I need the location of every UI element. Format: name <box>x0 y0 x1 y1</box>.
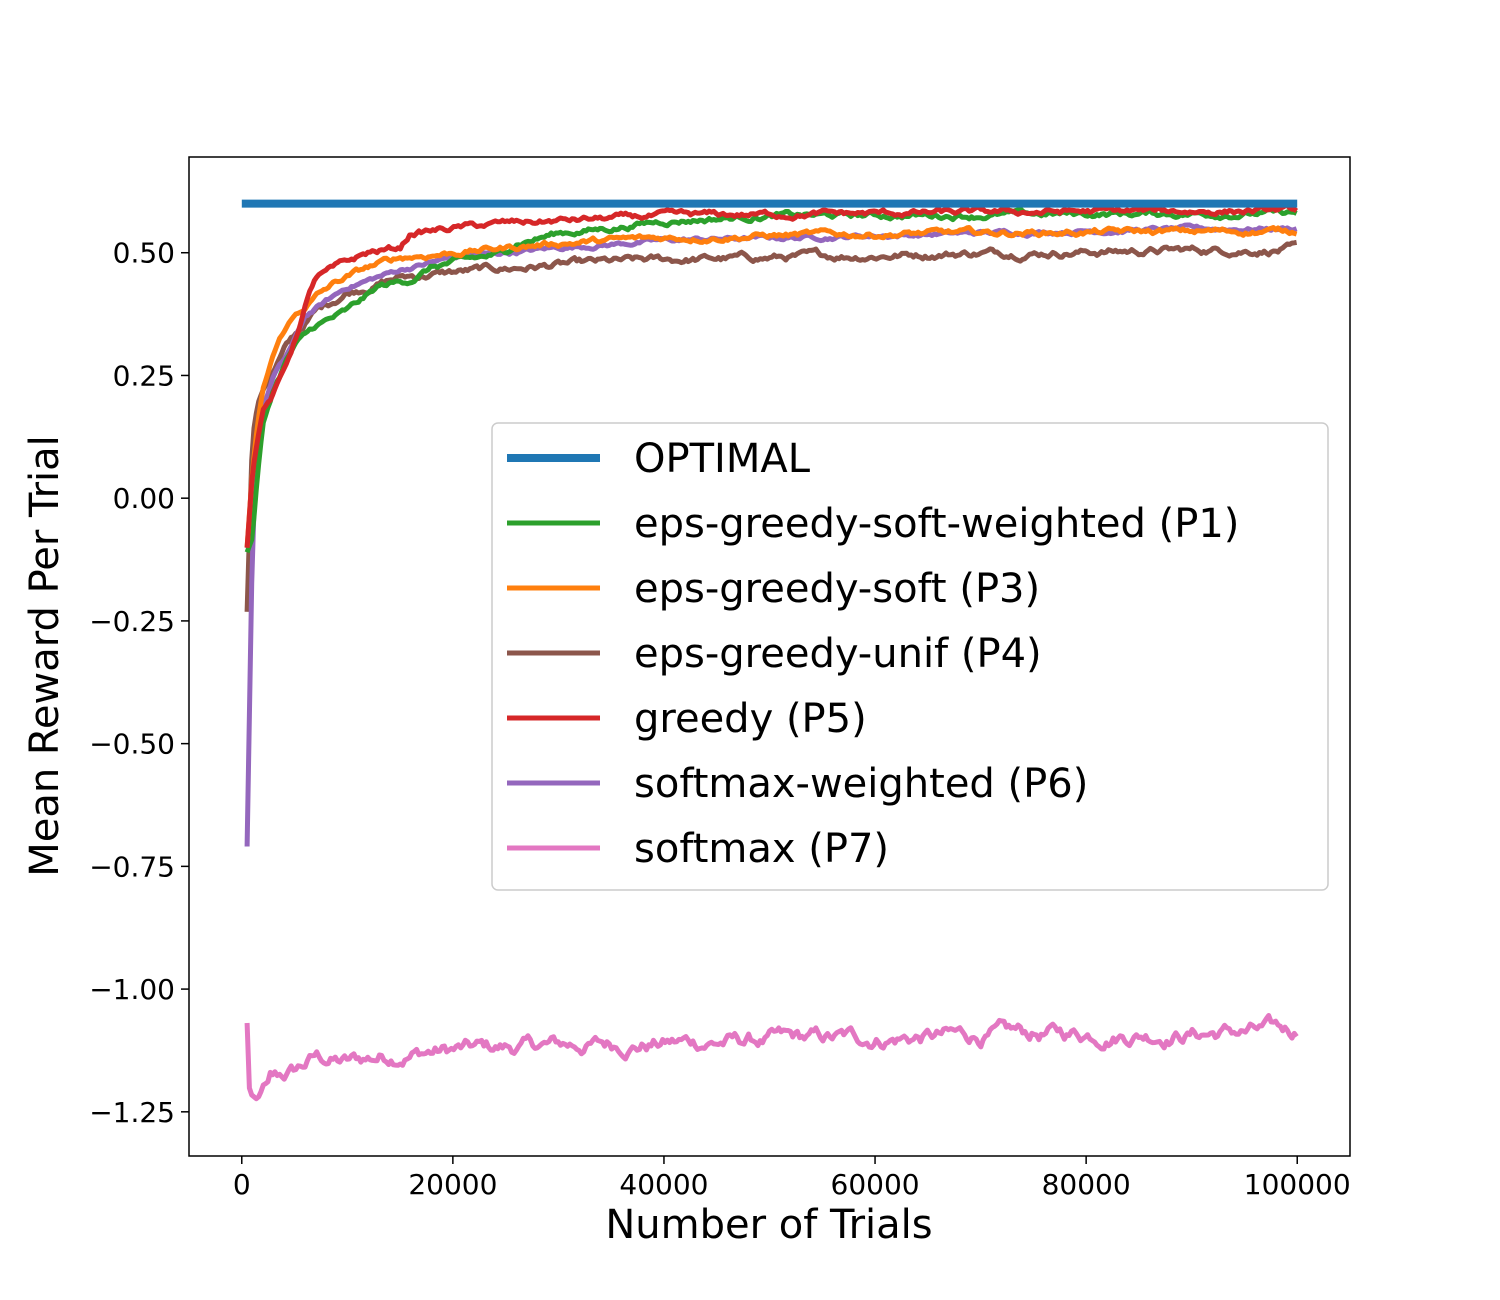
series-layer <box>241 199 1299 1102</box>
y-tick-label: −1.00 <box>89 973 175 1006</box>
x-tick-label: 20000 <box>408 1168 497 1201</box>
y-tick-label: 0.00 <box>113 482 175 515</box>
series-line <box>244 239 1298 612</box>
legend-label: eps-greedy-unif (P4) <box>634 631 1042 677</box>
y-axis-title: Mean Reward Per Trial <box>22 435 68 877</box>
y-tick-label: −0.50 <box>89 728 175 761</box>
legend: OPTIMAL eps-greedy-soft-weighted (P1) eps-… <box>491 422 1329 891</box>
series-line <box>244 1013 1299 1102</box>
legend-label: OPTIMAL <box>634 436 811 482</box>
legend-label: greedy (P5) <box>634 696 867 742</box>
x-tick-label: 0 <box>233 1168 251 1201</box>
x-tick-label: 100000 <box>1244 1168 1351 1201</box>
x-tick-label: 80000 <box>1042 1168 1131 1201</box>
x-axis: 0 20000 40000 60000 80000 100000 <box>233 1156 1351 1201</box>
x-axis-title: Number of Trials <box>605 1202 932 1248</box>
y-tick-label: −1.25 <box>89 1096 175 1129</box>
series-line <box>244 202 1299 548</box>
legend-label: softmax (P7) <box>634 826 889 872</box>
legend-label: eps-greedy-soft (P3) <box>634 566 1040 612</box>
legend-box <box>491 422 1329 891</box>
y-tick-label: −0.25 <box>89 605 175 638</box>
y-axis: −1.25 −1.00 −0.75 −0.50 −0.25 0.00 0.25 0.50 <box>89 237 189 1129</box>
legend-label: eps-greedy-soft-weighted (P1) <box>634 501 1239 547</box>
x-tick-label: 40000 <box>619 1168 708 1201</box>
legend-label: softmax-weighted (P6) <box>634 761 1088 807</box>
series-line <box>244 225 1298 548</box>
y-tick-label: 0.50 <box>113 237 175 270</box>
plot-frame <box>188 156 1351 1157</box>
y-tick-label: 0.25 <box>113 359 175 392</box>
y-tick-label: −0.75 <box>89 850 175 883</box>
x-tick-label: 60000 <box>831 1168 920 1201</box>
